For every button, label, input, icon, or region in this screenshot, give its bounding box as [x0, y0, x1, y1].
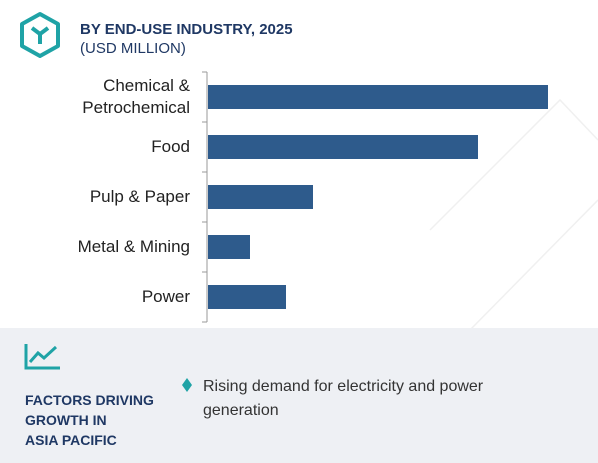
category-label: Food	[151, 137, 190, 156]
bar	[208, 185, 313, 209]
chart-subtitle: (USD MILLION)	[80, 40, 186, 57]
logo-icon	[20, 12, 60, 58]
watermark	[429, 98, 598, 331]
trend-icon	[24, 344, 60, 370]
bullet-diamond	[182, 378, 192, 392]
factor-text: Rising demand for electricity and power …	[203, 378, 484, 419]
bar	[208, 235, 250, 259]
chart-title: BY END-USE INDUSTRY, 2025	[80, 21, 293, 38]
bar	[208, 135, 478, 159]
factors-heading: GROWTH IN	[25, 412, 107, 428]
bar	[208, 85, 548, 109]
factors-panel	[0, 328, 598, 463]
factors-heading: FACTORS DRIVING	[25, 392, 154, 408]
category-label: Metal & Mining	[77, 237, 190, 256]
factors-heading: ASIA PACIFIC	[25, 432, 117, 448]
category-label: Pulp & Paper	[89, 187, 190, 206]
bar	[208, 285, 286, 309]
category-label: Chemical & Petrochemical	[82, 76, 190, 117]
category-label: Power	[141, 287, 190, 306]
